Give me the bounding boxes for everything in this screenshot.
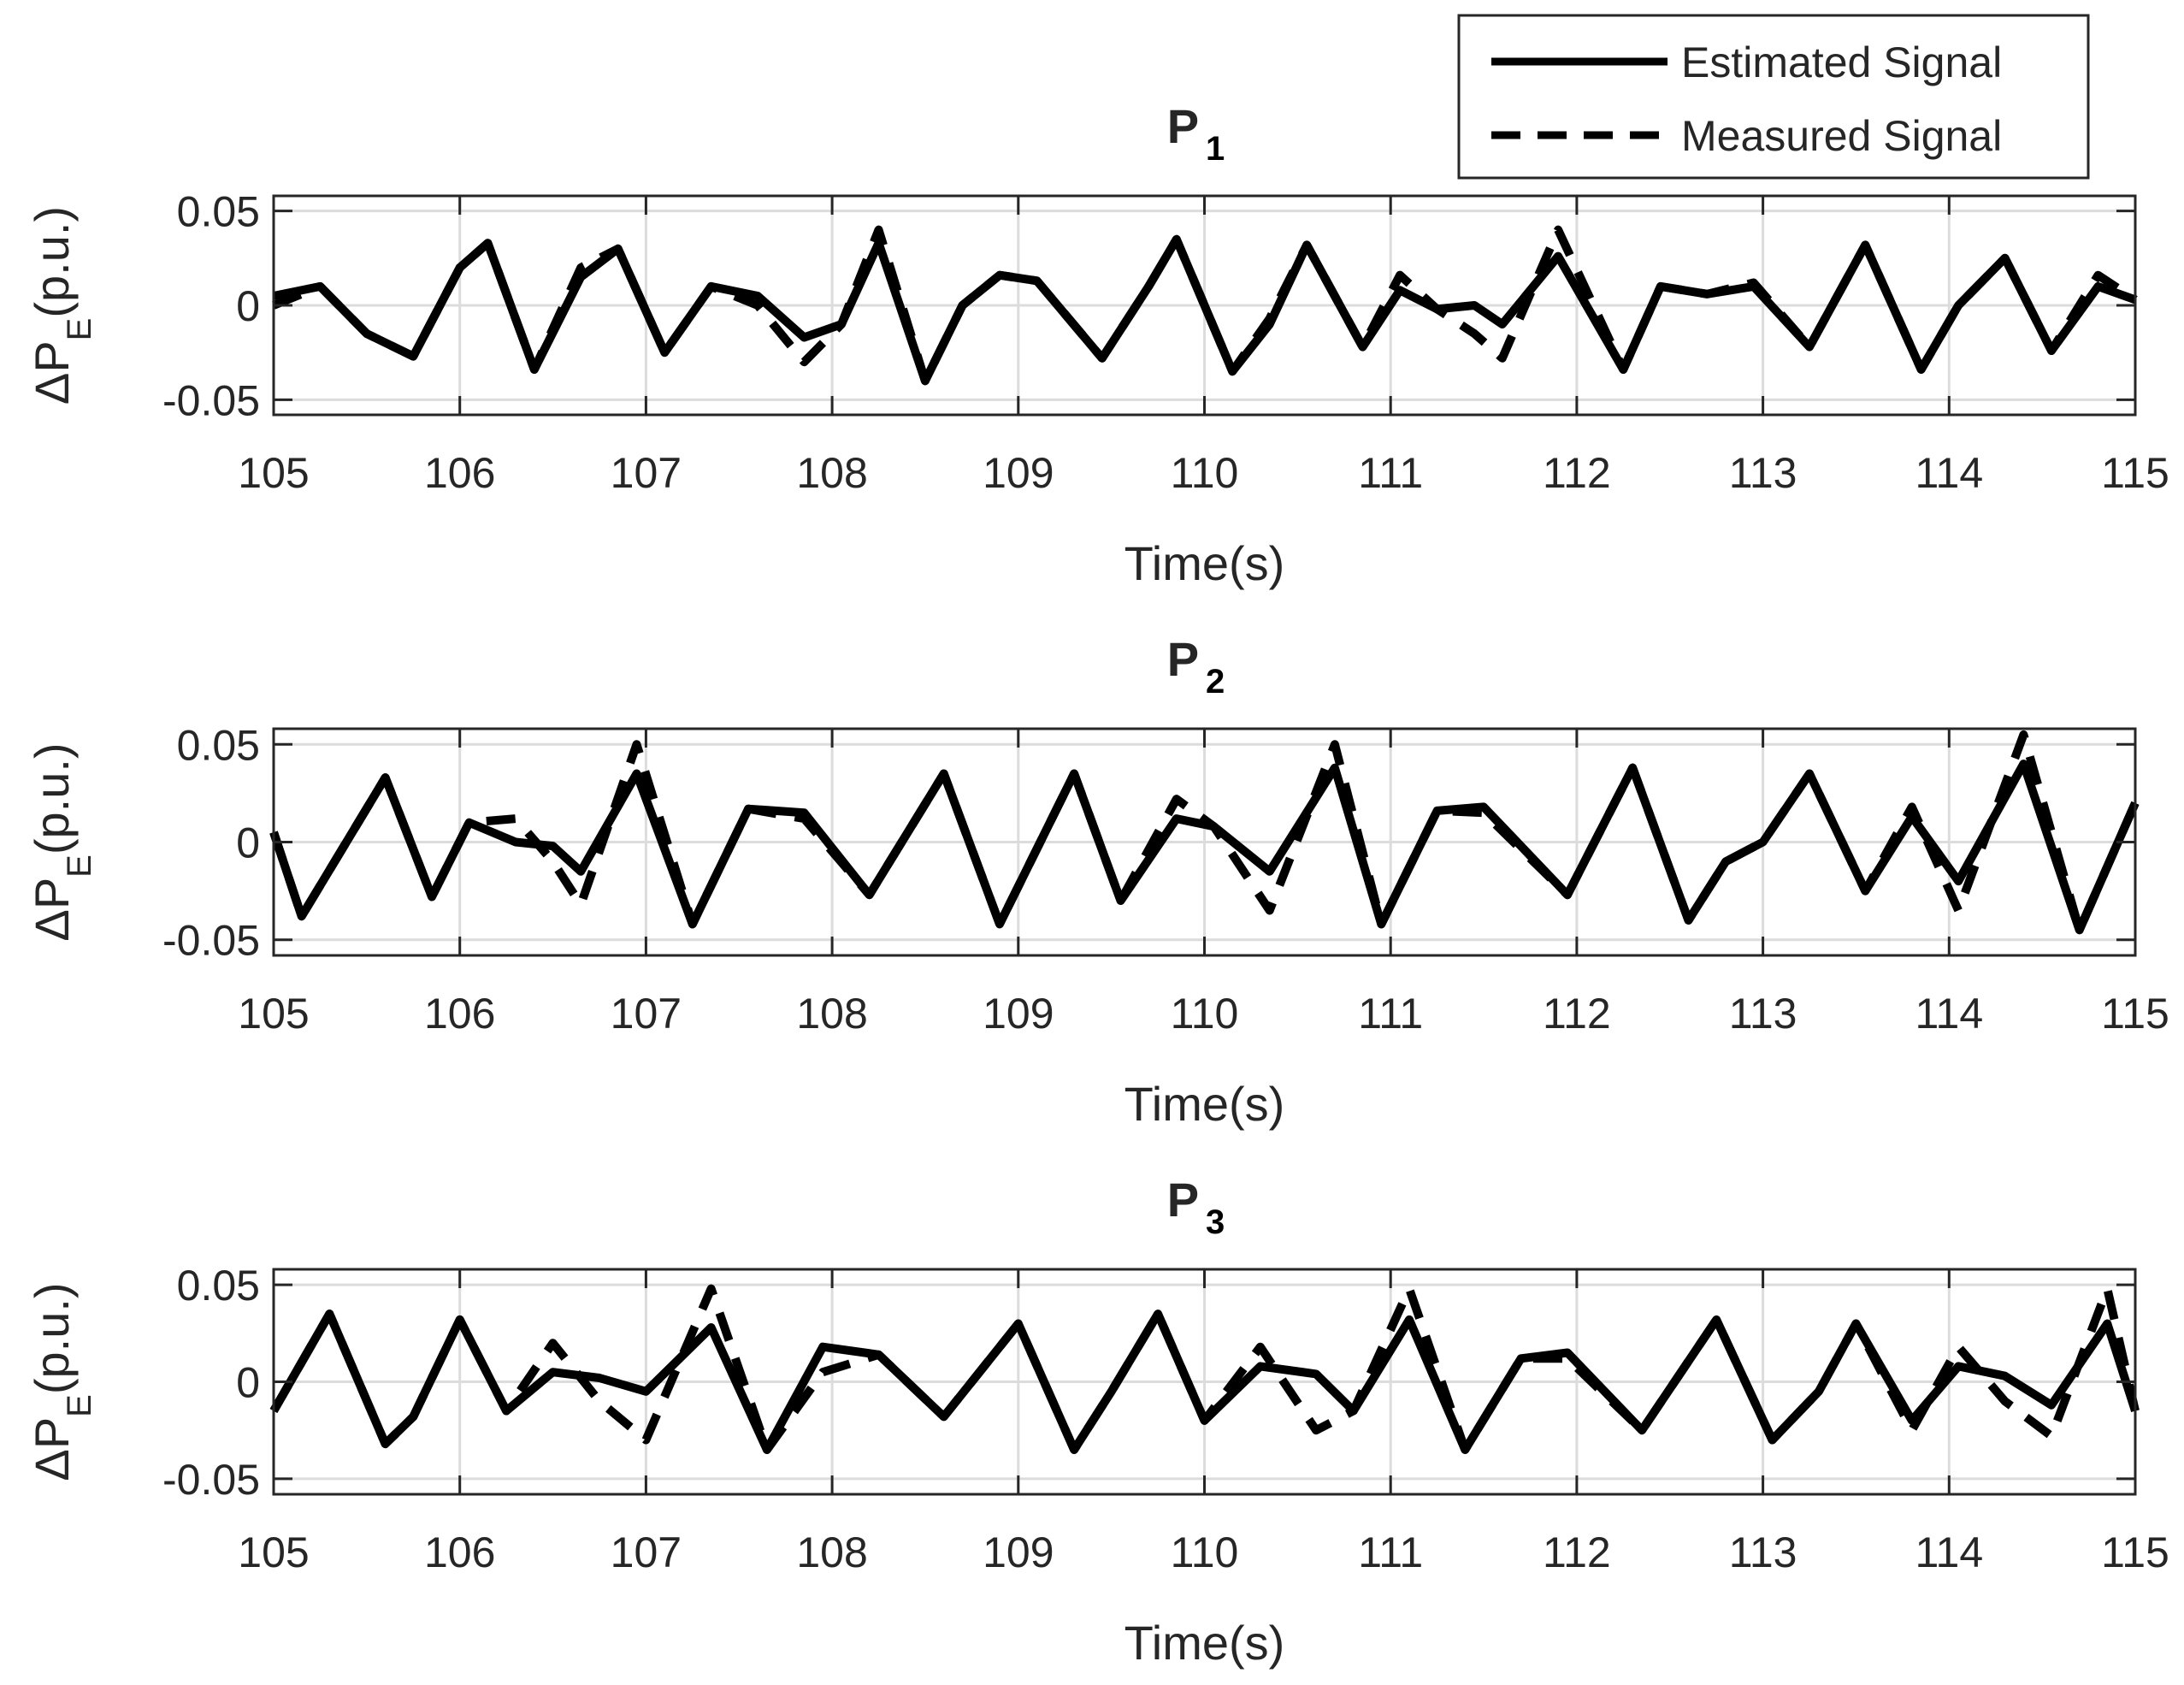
y-tick-label: 0 (236, 282, 260, 330)
x-tick-label: 110 (1171, 449, 1239, 497)
x-tick-label: 112 (1543, 449, 1611, 497)
x-tick-label: 109 (983, 990, 1054, 1038)
x-tick-label: 115 (2101, 1528, 2169, 1576)
x-tick-label: 111 (1358, 1528, 1423, 1576)
x-tick-label: 106 (424, 990, 495, 1038)
x-tick-label: 115 (2101, 449, 2169, 497)
y-tick-label: 0 (236, 1359, 260, 1407)
y-tick-label: -0.05 (162, 376, 260, 424)
measured-signal-line (269, 730, 2140, 935)
y-tick-label: 0.05 (177, 188, 260, 236)
x-tick-label: 111 (1358, 449, 1423, 497)
x-tick-label: 114 (1915, 990, 1983, 1038)
legend-label-measured: Measured Signal (1681, 112, 2002, 160)
x-tick-label: 114 (1915, 449, 1983, 497)
x-tick-label: 105 (238, 449, 309, 497)
x-tick-label: 107 (611, 1528, 682, 1576)
x-tick-label: 109 (983, 1528, 1054, 1576)
x-axis-label: Time(s) (1124, 1077, 1285, 1131)
legend-label-estimated: Estimated Signal (1681, 38, 2002, 86)
x-tick-label: 111 (1358, 990, 1423, 1038)
y-axis-label: ΔPE(p.u.) (25, 206, 98, 405)
x-tick-label: 107 (611, 990, 682, 1038)
x-tick-label: 113 (1729, 990, 1797, 1038)
x-tick-label: 108 (796, 1528, 867, 1576)
x-tick-label: 108 (796, 990, 867, 1038)
x-axis-label: Time(s) (1124, 1616, 1285, 1670)
y-tick-label: 0 (236, 819, 260, 867)
x-tick-label: 109 (983, 449, 1054, 497)
x-tick-label: 113 (1729, 1528, 1797, 1576)
x-tick-label: 110 (1171, 990, 1239, 1038)
y-axis-label: ΔPE(p.u.) (25, 1282, 98, 1481)
x-tick-label: 107 (611, 449, 682, 497)
y-axis-label: ΔPE(p.u.) (25, 742, 98, 941)
subplot-3: 105 106 107 108 109 110 111 112 113 114 115 -0.05 0 0… (25, 1173, 2169, 1670)
x-tick-label: 110 (1171, 1528, 1239, 1576)
measured-signal-line (269, 1284, 2140, 1454)
y-tick-label: 0.05 (177, 1262, 260, 1310)
x-tick-label: 114 (1915, 1528, 1983, 1576)
subplots: 105 106 107 108 109 110 111 112 113 114 115 -0.05 0 0… (25, 99, 2169, 1670)
legend: Estimated Signal Measured Signal (1457, 14, 2090, 180)
x-tick-label: 112 (1543, 990, 1611, 1038)
x-tick-label: 112 (1543, 1528, 1611, 1576)
y-tick-label: 0.05 (177, 721, 260, 769)
x-tick-label: 106 (424, 449, 495, 497)
x-tick-label: 105 (238, 990, 309, 1038)
x-tick-label: 108 (796, 449, 867, 497)
x-axis-label: Time(s) (1124, 536, 1285, 590)
legend-box (1457, 14, 2090, 180)
y-tick-label: -0.05 (162, 1456, 260, 1504)
subplot-2: 105 106 107 108 109 110 111 112 113 114 115 -0.05 0 0… (25, 632, 2169, 1131)
y-tick-label: -0.05 (162, 917, 260, 965)
measured-signal-line (272, 225, 2138, 386)
x-tick-label: 113 (1729, 449, 1797, 497)
x-tick-label: 105 (238, 1528, 309, 1576)
subplot-1: 105 106 107 108 109 110 111 112 113 114 115 -0.05 0 0… (25, 99, 2169, 590)
x-tick-label: 115 (2101, 990, 2169, 1038)
estimated-signal-line (269, 760, 2140, 935)
x-tick-label: 106 (424, 1528, 495, 1576)
